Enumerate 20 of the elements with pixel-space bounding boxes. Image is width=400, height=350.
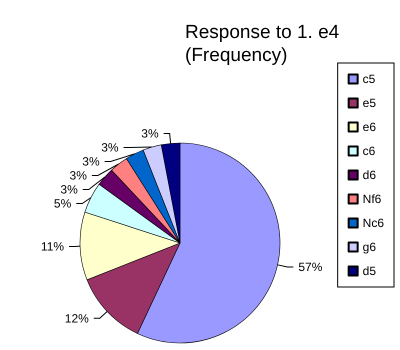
data-label: 11% xyxy=(40,239,64,254)
data-label: 3% xyxy=(82,154,100,168)
legend-label: e6 xyxy=(362,120,376,134)
data-label: 3% xyxy=(141,126,159,140)
legend-label: Nc6 xyxy=(362,216,384,230)
chart-title: Response to 1. e4 xyxy=(185,22,340,43)
legend-label: e5 xyxy=(362,96,376,110)
data-label: 5% xyxy=(54,196,72,210)
data-label: 3% xyxy=(60,182,78,196)
legend-label: d6 xyxy=(362,168,376,182)
data-label: 3% xyxy=(101,140,119,154)
data-label: 3% xyxy=(70,168,88,182)
data-label: 12% xyxy=(64,311,90,326)
chart-subtitle: (Frequency) xyxy=(185,45,288,66)
legend-label: g6 xyxy=(362,240,376,254)
legend-label: c6 xyxy=(362,144,376,158)
legend-label: Nf6 xyxy=(362,192,382,206)
data-label: 57% xyxy=(298,260,323,274)
legend-label: c5 xyxy=(362,72,376,86)
legend-label: d5 xyxy=(362,264,376,278)
